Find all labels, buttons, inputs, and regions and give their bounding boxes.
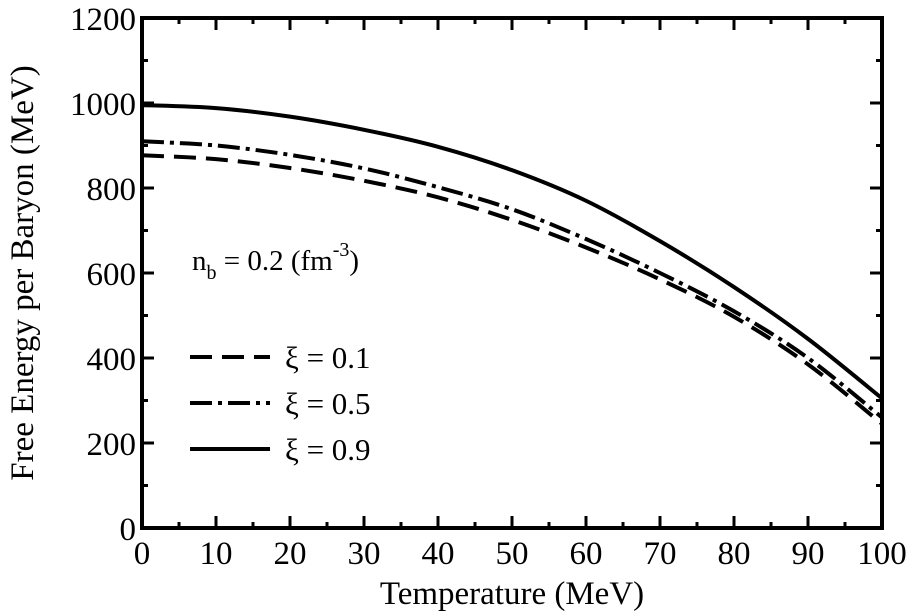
annotation-value: = 0.2 (fm <box>217 245 334 277</box>
annotation-close: ) <box>349 245 359 277</box>
legend-label-xi-0-1: ξ = 0.1 <box>285 340 371 375</box>
x-tick-label: 50 <box>496 536 529 572</box>
annotation-base: n <box>192 245 207 277</box>
y-tick-label: 600 <box>87 257 137 293</box>
series-lines <box>141 103 884 426</box>
x-tick-label: 70 <box>644 536 677 572</box>
series-line-0 <box>141 153 884 426</box>
x-tick-label: 80 <box>718 536 751 572</box>
x-tick-label: 40 <box>422 536 455 572</box>
density-annotation: nb = 0.2 (fm-3) <box>192 239 359 284</box>
x-tick-label: 20 <box>274 536 307 572</box>
annotation-subscript: b <box>207 262 217 284</box>
y-tick-label: 0 <box>120 512 137 548</box>
y-tick-label: 200 <box>87 427 137 463</box>
x-tick-label: 10 <box>200 536 233 572</box>
y-tick-label: 1000 <box>70 87 136 123</box>
y-tick-labels: 0 200 400 600 800 1000 1200 <box>70 2 136 548</box>
x-tick-label: 90 <box>792 536 825 572</box>
x-tick-label: 100 <box>857 536 907 572</box>
y-tick-label: 400 <box>87 342 137 378</box>
annotation-superscript: -3 <box>333 239 350 261</box>
y-axis-title: Free Energy per Baryon (MeV) <box>5 65 41 480</box>
x-tick-label: 0 <box>134 536 151 572</box>
axis-ticks <box>140 16 884 530</box>
y-tick-label: 1200 <box>70 2 136 38</box>
legend-label-xi-0-9: ξ = 0.9 <box>285 432 371 467</box>
x-tick-labels: 0 10 20 30 40 50 60 70 80 90 100 <box>134 536 907 572</box>
y-tick-label: 800 <box>87 172 137 208</box>
legend: ξ = 0.1 ξ = 0.5 ξ = 0.9 <box>190 340 371 467</box>
legend-label-xi-0-5: ξ = 0.5 <box>285 386 371 421</box>
series-line-1 <box>141 139 884 420</box>
series-line-2 <box>141 103 884 400</box>
x-tick-label: 60 <box>570 536 603 572</box>
x-tick-label: 30 <box>348 536 381 572</box>
x-axis-title: Temperature (MeV) <box>380 576 644 612</box>
